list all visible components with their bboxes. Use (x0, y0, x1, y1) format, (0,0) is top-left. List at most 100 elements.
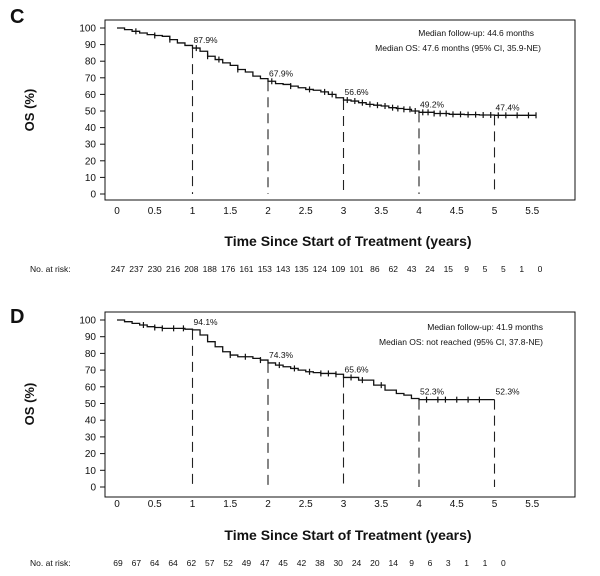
panel-c-x-tick-label: 1.5 (223, 206, 237, 217)
panel-c-at-risk-count: 15 (444, 264, 454, 274)
panel-d-at-risk-count: 0 (501, 558, 506, 568)
panel-d-y-tick-label: 20 (85, 449, 97, 460)
panel-d-y-tick-label: 80 (85, 349, 97, 360)
panel-d-at-risk-count: 6 (428, 558, 433, 568)
panel-c-x-tick-label: 2 (265, 206, 271, 217)
panel-c-at-risk-count: 9 (464, 264, 469, 274)
panel-c-at-risk-count: 86 (370, 264, 380, 274)
panel-d-x-axis-title: Time Since Start of Treatment (years) (224, 527, 471, 543)
panel-c-y-tick-label: 50 (85, 107, 97, 118)
panel-d-y-tick-label: 10 (85, 466, 97, 477)
panel-c-at-risk-count: 62 (389, 264, 399, 274)
panel-d-at-risk-count: 24 (352, 558, 362, 568)
panel-c-x-tick-label: 5.5 (525, 206, 539, 217)
panel-d-x-tick-label: 3 (341, 499, 347, 510)
panel-d-y-tick-label: 50 (85, 399, 97, 410)
panel-c-x-tick-label: 5 (492, 206, 498, 217)
panel-d-x-tick-label: 4 (416, 499, 422, 510)
panel-d-y-tick-label: 0 (90, 483, 96, 494)
panel-c-at-risk-count: 5 (501, 264, 506, 274)
panel-d-x-tick-label: 3.5 (374, 499, 388, 510)
panel-d: D OS (%) Time Since Start of Treatment (… (10, 306, 576, 569)
panel-c-landmark-label: 56.6% (345, 87, 370, 97)
panel-c-x-tick-label: 2.5 (299, 206, 313, 217)
panel-d-at-risk-count: 47 (260, 558, 270, 568)
panel-d-at-risk-count: 62 (187, 558, 197, 568)
panel-d-at-risk-count: 14 (389, 558, 399, 568)
panel-c-y-tick-label: 40 (85, 123, 97, 134)
panel-c-at-risk-count: 230 (148, 264, 162, 274)
panel-c-y-tick-label: 60 (85, 90, 97, 101)
panel-c-x-tick-label: 4.5 (450, 206, 464, 217)
panel-d-y-tick-label: 60 (85, 382, 97, 393)
panel-c-y-tick-label: 20 (85, 156, 97, 167)
panel-c-x-tick-label: 4 (416, 206, 422, 217)
panel-d-plot-frame (104, 311, 576, 498)
panel-d-x-tick-label: 0.5 (148, 499, 162, 510)
panel-c-at-risk-count: 188 (203, 264, 217, 274)
panel-c-at-risk-count: 161 (239, 264, 253, 274)
panel-c: C OS (%) Time Since Start of Treatment (… (10, 6, 576, 274)
panel-d-at-risk-count: 20 (370, 558, 380, 568)
panel-c-landmark-label: 87.9% (194, 35, 219, 45)
panel-d-x-tick-label: 1 (190, 499, 196, 510)
panel-c-at-risk-count: 24 (425, 264, 435, 274)
panel-c-y-tick-label: 90 (85, 40, 97, 51)
panel-c-median-os: Median OS: 47.6 months (95% CI, 35.9-NE) (375, 43, 541, 53)
panel-d-at-risk-count: 45 (278, 558, 288, 568)
panel-d-at-risk-count: 42 (297, 558, 307, 568)
panel-d-median-followup: Median follow-up: 41.9 months (427, 322, 543, 332)
panel-d-at-risk-count: 1 (464, 558, 469, 568)
panel-c-at-risk-count: 0 (538, 264, 543, 274)
panel-c-at-risk-count: 143 (276, 264, 290, 274)
panel-c-at-risk-count: 43 (407, 264, 417, 274)
panel-c-landmark-label: 47.4% (496, 102, 521, 112)
panel-c-x-tick-label: 3 (341, 206, 347, 217)
panel-d-landmark-label: 52.3% (420, 387, 445, 397)
panel-d-y-tick-label: 100 (79, 316, 96, 327)
panel-d-x-tick-label: 2.5 (299, 499, 313, 510)
panel-c-y-tick-label: 100 (79, 24, 96, 35)
panel-c-at-risk-count: 237 (129, 264, 143, 274)
panel-c-at-risk-count: 153 (258, 264, 272, 274)
panel-d-at-risk-count: 30 (333, 558, 343, 568)
panel-d-at-risk-count: 57 (205, 558, 215, 568)
panel-c-y-tick-label: 30 (85, 140, 97, 151)
panel-d-y-tick-label: 70 (85, 366, 97, 377)
panel-d-at-risk-count: 67 (132, 558, 142, 568)
panel-c-y-tick-label: 10 (85, 173, 97, 184)
panel-c-y-tick-label: 80 (85, 57, 97, 68)
panel-d-landmark-label: 74.3% (269, 350, 294, 360)
panel-d-letter: D (10, 306, 24, 328)
panel-c-y-axis-title: OS (%) (22, 89, 37, 132)
panel-d-landmark-label: 65.6% (345, 364, 370, 374)
panel-c-survival-curve (117, 27, 537, 116)
panel-d-survival-curve (117, 319, 495, 401)
panel-c-at-risk-count: 176 (221, 264, 235, 274)
panel-d-at-risk-count: 38 (315, 558, 325, 568)
panel-d-at-risk-count: 64 (168, 558, 178, 568)
panel-d-x-tick-label: 2 (265, 499, 271, 510)
panel-c-at-risk-count: 1 (519, 264, 524, 274)
panel-c-x-tick-label: 1 (190, 206, 196, 217)
panel-d-at-risk-count: 64 (150, 558, 160, 568)
panel-c-x-axis-title: Time Since Start of Treatment (years) (224, 233, 471, 249)
panel-c-at-risk-count: 247 (111, 264, 125, 274)
panel-d-at-risk-count: 52 (223, 558, 233, 568)
panel-c-at-risk-count: 124 (313, 264, 327, 274)
panel-d-x-tick-label: 0 (114, 499, 120, 510)
panel-d-at-risk-count: 49 (242, 558, 252, 568)
panel-d-x-tick-label: 5.5 (525, 499, 539, 510)
panel-c-at-risk-count: 109 (331, 264, 345, 274)
panel-d-median-os: Median OS: not reached (95% CI, 37.8-NE) (379, 337, 543, 347)
panel-d-y-tick-label: 30 (85, 432, 97, 443)
panel-c-x-tick-label: 0 (114, 206, 120, 217)
panel-c-plot-frame (104, 19, 576, 201)
panel-c-at-risk-count: 216 (166, 264, 180, 274)
panel-c-at-risk-label: No. at risk: (30, 264, 71, 274)
panel-c-at-risk-count: 101 (349, 264, 363, 274)
panel-d-y-tick-label: 40 (85, 416, 97, 427)
